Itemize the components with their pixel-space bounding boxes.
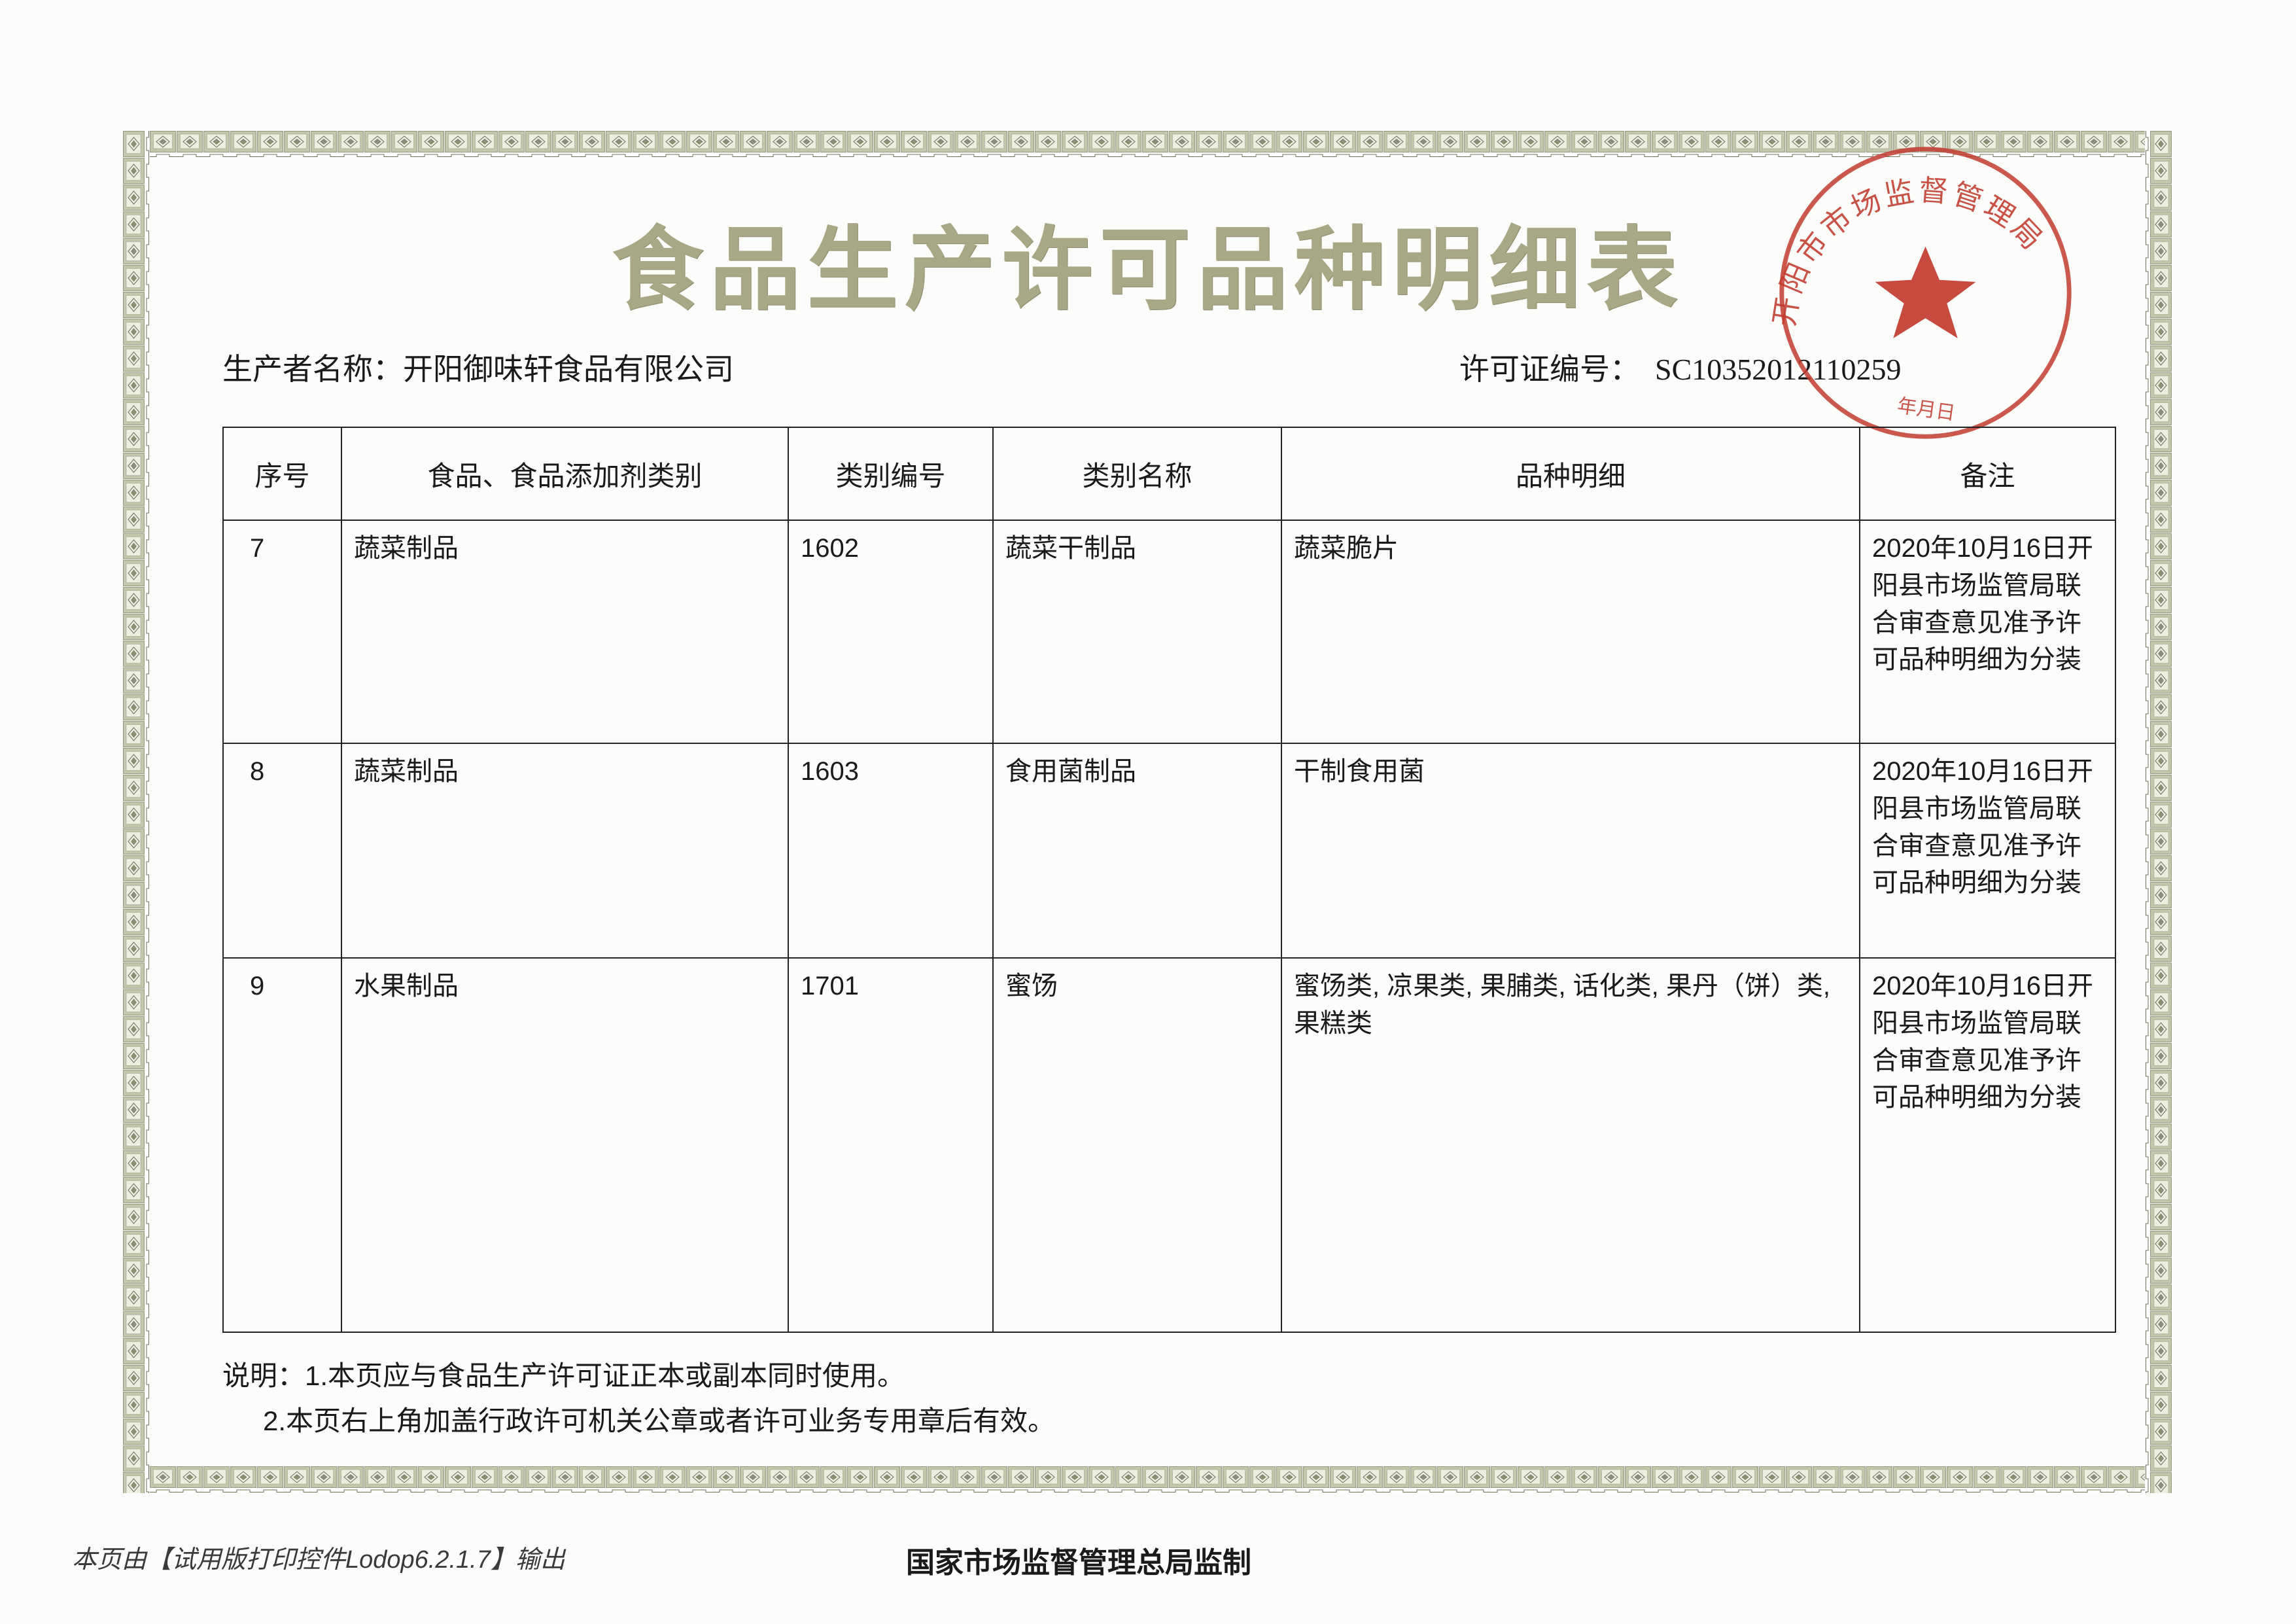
svg-text:年月日: 年月日 xyxy=(1896,395,1957,425)
